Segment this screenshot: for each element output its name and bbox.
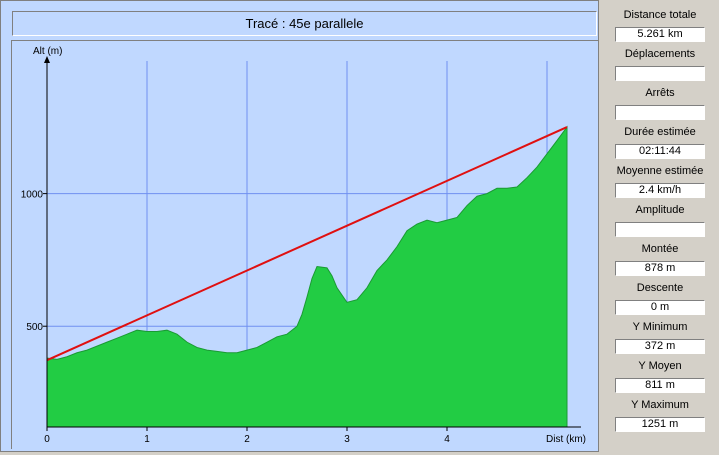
y-tick-label: 500 (26, 322, 43, 333)
stat-label: Durée estimée (624, 126, 696, 138)
chart-title: Tracé : 45e parallele (12, 11, 597, 36)
x-tick-label: 3 (344, 434, 350, 445)
stat-label: Y Moyen (638, 360, 682, 372)
stat-label: Y Minimum (632, 321, 688, 333)
stat-label: Distance totale (623, 9, 697, 21)
stats-panel: Distance totale 5.261 km Déplacements Ar… (601, 0, 719, 455)
elevation-profile-chart: 0 1 2 3 4 500 1000 Alt (m) Dist (km) (21, 46, 586, 445)
stat-descente: Descente 0 m (601, 281, 719, 315)
straight-line-series (46, 126, 568, 362)
x-tick-label: 1 (144, 434, 150, 445)
stat-arrets: Arrêts (601, 86, 719, 120)
x-tick-label: 2 (244, 434, 250, 445)
stat-value-field[interactable]: 1251 m (615, 417, 705, 432)
y-tick-label: 1000 (21, 190, 44, 201)
stat-value-field[interactable] (615, 105, 705, 120)
y-axis-label: Alt (m) (33, 46, 62, 57)
stat-label: Descente (636, 282, 684, 294)
stat-distance-totale: Distance totale 5.261 km (601, 8, 719, 42)
stat-label: Amplitude (635, 204, 685, 216)
stat-moyenne-estimee: Moyenne estimée 2.4 km/h (601, 164, 719, 198)
chart-panel: Tracé : 45e parallele 0 1 2 3 4 500 1000 Alt (m… (0, 0, 599, 452)
stat-value-field[interactable]: 2.4 km/h (615, 183, 705, 198)
stat-duree-estimee: Durée estimée 02:11:44 (601, 125, 719, 159)
elevation-profile-area (46, 125, 568, 428)
stat-y-minimum: Y Minimum 372 m (601, 320, 719, 354)
stat-value-field[interactable]: 372 m (615, 339, 705, 354)
stat-value-field[interactable]: 0 m (615, 300, 705, 315)
stat-deplacements: Déplacements (601, 47, 719, 81)
stat-amplitude: Amplitude (601, 203, 719, 237)
stat-value-field[interactable] (615, 66, 705, 81)
stat-label: Montée (641, 243, 679, 255)
stat-value-field[interactable]: 811 m (615, 378, 705, 393)
status-strip (0, 452, 719, 455)
stat-y-maximum: Y Maximum 1251 m (601, 398, 719, 432)
x-tick-label: 4 (444, 434, 450, 445)
stat-label: Déplacements (624, 48, 696, 60)
stat-value-field[interactable]: 5.261 km (615, 27, 705, 42)
stat-label: Moyenne estimée (616, 165, 704, 177)
x-axis-label: Dist (km) (546, 434, 586, 445)
stat-label: Arrêts (645, 87, 675, 99)
x-tick-label: 0 (44, 434, 50, 445)
stat-value-field[interactable]: 878 m (615, 261, 705, 276)
y-axis-arrow-icon (44, 56, 50, 63)
stat-y-moyen: Y Moyen 811 m (601, 359, 719, 393)
stat-value-field[interactable] (615, 222, 705, 237)
stat-label: Y Maximum (631, 399, 689, 411)
plot-frame (11, 40, 599, 449)
stat-montee: Montée 878 m (601, 242, 719, 276)
stat-value-field[interactable]: 02:11:44 (615, 144, 705, 159)
